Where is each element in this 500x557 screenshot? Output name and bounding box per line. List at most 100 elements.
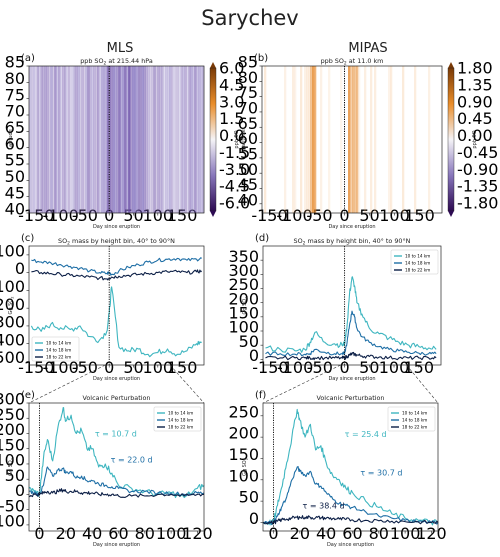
heatmap-column	[110, 66, 113, 213]
heatmap-column	[434, 66, 436, 213]
y-tick-label: -200	[0, 295, 25, 314]
heatmap-column	[416, 66, 418, 213]
heatmap-column	[62, 66, 65, 213]
heatmap-column	[390, 66, 393, 213]
heatmap-column	[54, 66, 57, 213]
y-tick-label: -300	[0, 313, 25, 332]
plot-frame	[262, 402, 439, 532]
heatmap-column	[290, 66, 292, 213]
zoom-connector-right	[169, 364, 205, 404]
heatmap-column	[402, 66, 405, 213]
colorbar-bottom-arrow	[210, 211, 216, 217]
x-tick-label: 50	[359, 358, 379, 377]
heatmap-column	[376, 66, 378, 213]
heatmap-column	[32, 66, 36, 213]
x-tick-label: -50	[307, 358, 333, 377]
heatmap-column	[354, 66, 357, 213]
colorbar-tick-label: -1.80	[457, 194, 498, 213]
x-axis-label: Day since eruption	[93, 376, 140, 382]
panel-title: SO2 mass by height bin, 40° to 90°N	[58, 237, 175, 247]
heatmap-column	[153, 66, 156, 213]
heatmap-column	[174, 66, 178, 213]
x-tick-label: -50	[72, 358, 98, 377]
heatmap-column	[314, 66, 317, 213]
heatmap-column	[306, 66, 309, 213]
heatmap-column	[394, 66, 396, 213]
heatmap-column	[282, 66, 284, 213]
x-tick-label: 120	[416, 524, 447, 543]
heatmap-column	[135, 66, 139, 213]
heatmap-column	[342, 66, 344, 213]
panel-e: 020406080100120300250200150100500-50-100…	[0, 390, 213, 548]
heatmap-column	[83, 66, 86, 213]
tau-annotation: τ = 10.7 d	[95, 430, 137, 439]
heatmap-column	[380, 66, 382, 213]
colorbar-tick-label: -0.45	[457, 143, 498, 162]
heatmap-column	[370, 66, 373, 213]
y-tick-label: 100	[228, 466, 259, 485]
heatmap-column	[386, 66, 388, 213]
panel-title: Volcanic Perturbation	[83, 394, 151, 402]
heatmap-column	[157, 66, 160, 213]
heatmap-column	[292, 66, 295, 213]
heatmap-column	[56, 66, 59, 213]
heatmap-column	[128, 66, 131, 213]
colorbar-tick-label: -4.5	[219, 177, 250, 196]
heatmap-column	[410, 66, 412, 213]
plot-frame	[262, 245, 442, 366]
x-tick-label: -100	[276, 206, 312, 225]
panel-d: -150-100-50 0 50 10015005010015020025030035…	[228, 233, 442, 382]
colorbar-tick-label: 4.5	[219, 75, 244, 94]
legend-box	[387, 406, 436, 432]
heatmap-column	[198, 66, 201, 213]
heatmap-column	[169, 66, 172, 213]
y-tick-label: -400	[0, 330, 25, 349]
heatmap-column	[30, 66, 34, 213]
panel-label: (a)	[21, 53, 35, 64]
heatmap-column	[71, 66, 75, 213]
heatmap-column	[161, 66, 164, 213]
heatmap-column	[65, 66, 69, 213]
colorbar-tick-label: -0.90	[457, 160, 498, 179]
y-tick-label: 350	[228, 247, 259, 266]
heatmap-column	[52, 66, 55, 213]
series-line-0	[30, 286, 202, 358]
heatmap-column	[312, 66, 315, 213]
heatmap-column	[202, 66, 205, 213]
colorbar-tick-label: 0.0	[219, 126, 244, 145]
y-tick-label: 45	[5, 183, 25, 202]
series-line-2	[262, 515, 439, 525]
panel-title: Volcanic Perturbation	[317, 394, 385, 402]
heatmap-column	[348, 66, 351, 213]
legend-entry: 18 to 22 km	[168, 425, 193, 430]
heatmap-column	[95, 66, 98, 213]
heatmap-column	[322, 66, 324, 213]
heatmap-column	[384, 66, 386, 213]
x-tick-label: 50	[123, 358, 143, 377]
tau-annotation: τ = 38.4 d	[303, 501, 345, 510]
x-tick-label: 120	[182, 524, 213, 543]
heatmap-column	[167, 66, 170, 213]
y-tick-label: 50	[238, 160, 258, 179]
heatmap-column	[350, 66, 353, 213]
colorbar-tick-label: 0.45	[457, 109, 493, 128]
y-tick-label: 250	[228, 275, 259, 294]
heatmap-column	[382, 66, 384, 213]
x-tick-label: 100	[156, 524, 187, 543]
heatmap-column	[126, 66, 129, 213]
legend-entry: 14 to 18 km	[46, 348, 71, 353]
heatmap-column	[60, 66, 63, 213]
series-line-0	[262, 408, 439, 526]
legend-box	[31, 336, 80, 362]
y-tick-label: 0	[249, 346, 259, 365]
x-tick-label: 150	[167, 358, 198, 377]
heatmap-column	[396, 66, 398, 213]
y-tick-label: 65	[5, 118, 25, 137]
y-tick-label: 50	[5, 167, 25, 186]
heatmap-column	[270, 66, 272, 213]
legend-entry: 18 to 22 km	[405, 268, 430, 273]
heatmap-column	[102, 66, 106, 213]
heatmap-column	[296, 66, 298, 213]
colorbar-bottom-arrow	[448, 211, 454, 217]
